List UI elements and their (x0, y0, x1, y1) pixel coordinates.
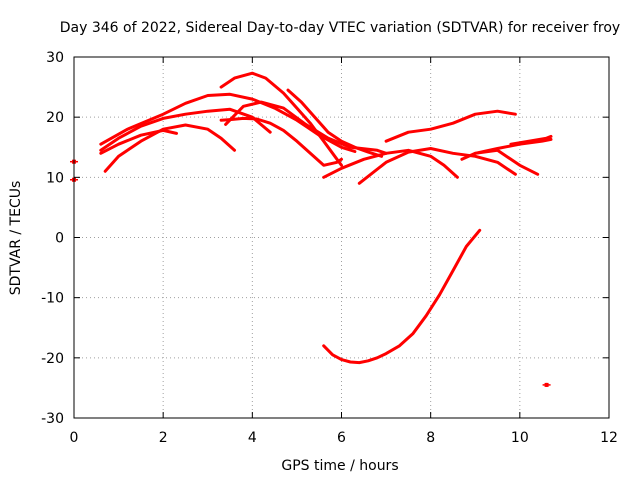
y-tick-label: 10 (46, 170, 64, 186)
series-arc-7 (219, 71, 343, 167)
y-tick-label: -30 (41, 411, 64, 427)
series-arc-15 (322, 228, 482, 365)
y-tick-label: 0 (55, 231, 64, 247)
series-arc-2 (103, 123, 236, 173)
series-arc-3 (99, 128, 178, 155)
series-arc-14 (509, 134, 553, 146)
series-arc-13 (473, 137, 553, 155)
plot-area (99, 71, 553, 365)
x-axis-label: GPS time / hours (281, 458, 398, 474)
data-point-marker (542, 382, 551, 387)
series-arc-11 (384, 109, 517, 143)
series-arc-1 (99, 107, 272, 152)
series-arc-4 (99, 92, 357, 153)
series-arc-12 (460, 148, 540, 176)
y-tick-label: 30 (46, 50, 64, 66)
x-tick-label: 4 (248, 430, 257, 446)
series-arc-9 (322, 148, 459, 179)
y-axis: -30 -20 -10 0 10 20 30 (41, 50, 609, 427)
series-arc-5 (224, 100, 388, 155)
y-tick-label: 20 (46, 110, 64, 126)
y-axis-label: SDTVAR / TECUs (8, 181, 24, 296)
markers (70, 159, 551, 387)
series-arc-6 (219, 116, 343, 167)
series-arc-8 (286, 88, 384, 158)
x-tick-label: 8 (426, 430, 435, 446)
x-tick-label: 2 (159, 430, 168, 446)
grid (74, 57, 609, 418)
chart-title: Day 346 of 2022, Sidereal Day-to-day VTE… (60, 20, 620, 36)
series-arc-10 (357, 147, 517, 185)
x-tick-label: 12 (600, 430, 618, 446)
y-tick-label: -20 (41, 351, 64, 367)
x-tick-label: 6 (337, 430, 346, 446)
x-tick-label: 10 (511, 430, 529, 446)
x-tick-label: 0 (70, 430, 79, 446)
x-axis: 0 2 4 6 8 10 12 (70, 57, 618, 446)
y-tick-label: -10 (41, 291, 64, 307)
